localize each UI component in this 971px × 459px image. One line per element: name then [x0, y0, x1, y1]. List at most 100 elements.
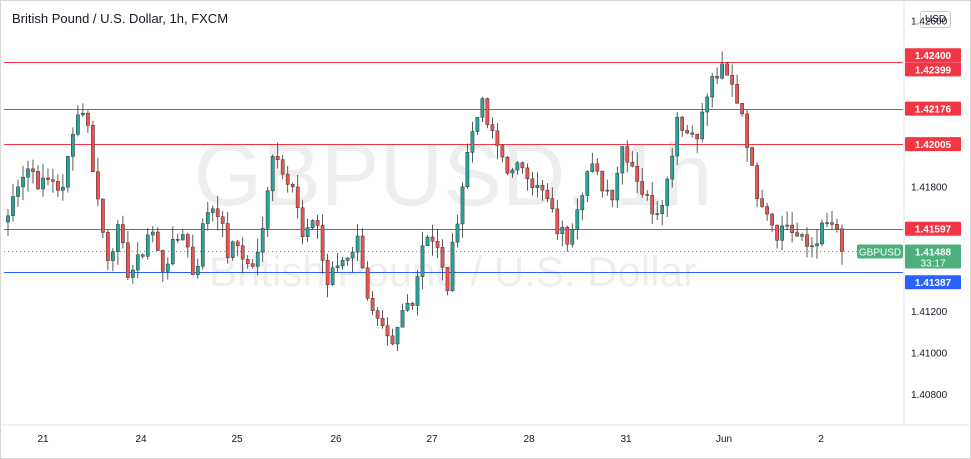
candle-body — [515, 162, 520, 171]
candle-body — [490, 124, 495, 132]
candle-body — [360, 235, 365, 269]
candle — [690, 125, 695, 138]
candle — [590, 152, 595, 173]
candle-body — [395, 326, 400, 345]
candle — [580, 192, 585, 221]
candle — [640, 168, 645, 198]
candle — [680, 115, 685, 137]
price-axis[interactable]: 1.40800 1.41000 1.41200 1.41800 1.42600 — [911, 17, 948, 401]
candle-body — [610, 189, 615, 201]
symbol-tag: GBPUSD — [857, 244, 903, 259]
candle — [26, 160, 30, 192]
candle — [465, 143, 470, 189]
candle — [485, 97, 490, 129]
candle — [820, 219, 824, 247]
x-tick-label: 25 — [231, 434, 243, 445]
candle-body — [185, 234, 190, 248]
candle — [61, 174, 65, 201]
candle-body — [6, 215, 10, 223]
candle-body — [445, 266, 450, 292]
candle — [790, 212, 794, 243]
candle — [595, 158, 600, 176]
candle-body — [800, 234, 804, 237]
candle-body — [200, 223, 205, 267]
candle — [430, 224, 435, 256]
candle — [615, 166, 620, 208]
candle — [770, 212, 774, 233]
candle-body — [155, 231, 160, 251]
candle-body — [520, 162, 525, 169]
candle — [160, 249, 165, 283]
candle — [780, 215, 784, 251]
candle — [51, 168, 55, 193]
candle — [515, 161, 520, 175]
candle — [260, 216, 265, 263]
x-tick-label: 27 — [426, 434, 438, 445]
candle — [625, 140, 630, 173]
candle — [700, 103, 705, 143]
candle-body — [675, 116, 680, 157]
countdown-label: 33:17 — [920, 259, 945, 270]
candle-body — [260, 228, 265, 253]
candle-body — [765, 206, 769, 215]
candle — [285, 166, 290, 193]
candle — [695, 133, 700, 154]
candle — [355, 224, 360, 261]
candle — [740, 103, 744, 117]
level-badge-3: 1.42005 — [905, 137, 961, 152]
candle — [315, 215, 320, 239]
candle — [240, 237, 245, 274]
x-tick-label: 31 — [620, 434, 632, 445]
candle — [320, 214, 325, 274]
candle — [310, 219, 315, 230]
candle-body — [111, 251, 115, 261]
time-axis[interactable]: 21 24 25 26 27 28 31 Jun 2 — [37, 434, 824, 445]
candle — [420, 231, 425, 290]
candle-body — [415, 276, 420, 306]
candle — [540, 180, 545, 201]
candle — [500, 144, 505, 163]
candle-body — [825, 222, 829, 224]
last-price-bg — [905, 244, 961, 269]
candle-body — [145, 234, 150, 257]
candle-body — [655, 213, 660, 215]
candle-body — [41, 177, 45, 190]
x-tick-label: 21 — [37, 434, 49, 445]
candle — [185, 232, 190, 258]
y-tick-label: 1.42600 — [911, 17, 948, 28]
candle — [530, 172, 535, 196]
candle-body — [31, 168, 35, 172]
candle-body — [600, 170, 605, 192]
candle-body — [480, 98, 485, 118]
candle-body — [710, 76, 715, 98]
candle-body — [300, 207, 305, 237]
candle — [520, 161, 525, 174]
candle — [750, 147, 754, 166]
candle — [200, 218, 205, 270]
candle-body — [250, 263, 255, 267]
candle — [555, 199, 560, 240]
candle-body — [26, 168, 30, 178]
candle-body — [620, 146, 625, 174]
currency-button[interactable]: USD — [920, 11, 952, 28]
candle — [36, 165, 40, 190]
candle-body — [36, 171, 40, 190]
candle-body — [500, 145, 505, 158]
candle-body — [595, 163, 600, 172]
last-price-label: 1.41488 — [915, 248, 952, 259]
candle — [325, 253, 330, 298]
level-badge-0-label: 1.42400 — [915, 51, 952, 62]
candle-body — [690, 132, 695, 135]
candle-body — [205, 212, 210, 224]
candle-body — [225, 223, 230, 258]
candle — [131, 265, 135, 284]
level-badge-4-label: 1.41597 — [915, 225, 952, 236]
candle — [715, 67, 719, 84]
candle-body — [565, 226, 570, 245]
candle — [645, 190, 650, 201]
candle-body — [530, 178, 535, 188]
candle-body — [385, 325, 390, 337]
candle — [225, 211, 230, 264]
candle-body — [475, 117, 480, 132]
